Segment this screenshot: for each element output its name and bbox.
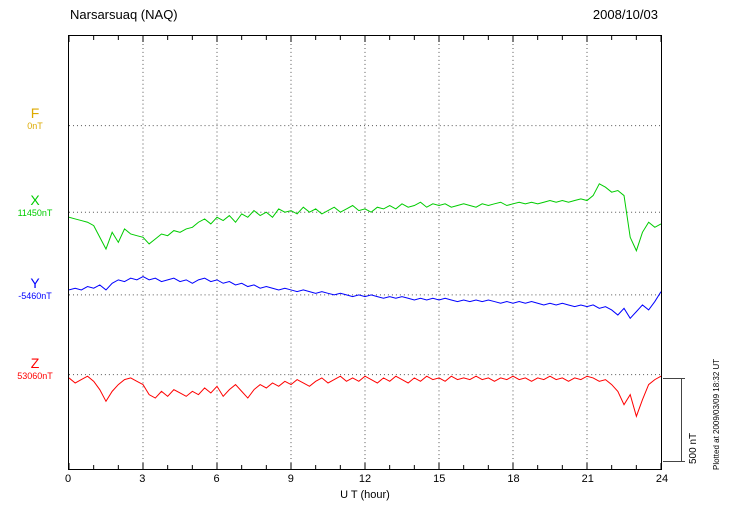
series-letter-y: Y [30,275,40,291]
series-letter-x: X [30,192,40,208]
plot-area [68,35,662,470]
series-label-group-f: F 0nT [6,106,64,132]
series-letter-z: Z [30,355,40,371]
x-tick-label: 12 [358,473,372,485]
x-tick-labels: 0 3 6 9 12 15 18 21 24 [65,473,668,486]
x-tick-label: 3 [139,473,146,485]
date-label: 2008/10/03 [592,7,658,22]
series-letter-f: F [30,105,40,121]
x-tick-label: 21 [581,473,594,485]
series-baseline-x: 11450nT [17,208,53,218]
series-label-group-y: Y -5460nT [6,276,64,302]
series-baseline-y: -5460nT [18,291,52,301]
series-baseline-f: 0nT [27,121,43,131]
series-label-group-z: Z 53060nT [6,356,64,382]
x-tick-label: 15 [433,473,446,485]
scale-bar-line [681,379,682,461]
x-tick-label: 24 [655,473,669,485]
plot-svg [69,36,661,469]
x-tick-label: 18 [507,473,520,485]
series-label-group-x: X 11450nT [6,193,64,219]
x-axis-label: U T (hour) [340,489,390,501]
x-tick-label: 0 [64,473,72,485]
plotted-at-note: Plotted at 2009/03/09 18:32 UT [712,358,721,470]
series-baseline-z: 53060nT [17,371,53,381]
x-tick-label: 9 [287,473,294,485]
page-title: Narsarsuaq (NAQ) [70,7,178,22]
scale-bar [663,378,685,462]
x-tick-label: 6 [213,473,220,485]
scale-bar-label: 500 nT [688,432,699,464]
